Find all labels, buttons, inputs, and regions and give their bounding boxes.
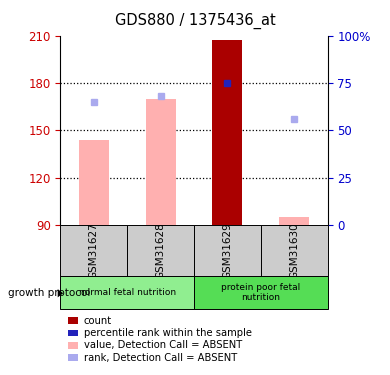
Text: protein poor fetal
nutrition: protein poor fetal nutrition bbox=[221, 283, 300, 302]
Bar bbox=[279, 217, 309, 225]
Text: value, Detection Call = ABSENT: value, Detection Call = ABSENT bbox=[84, 340, 242, 350]
Text: GSM31627: GSM31627 bbox=[89, 222, 99, 279]
Bar bbox=[213, 40, 243, 225]
Bar bbox=[60, 276, 194, 309]
Bar bbox=[79, 140, 109, 225]
Bar bbox=[127, 225, 194, 276]
Text: GDS880 / 1375436_at: GDS880 / 1375436_at bbox=[115, 13, 275, 29]
Text: growth protocol: growth protocol bbox=[8, 288, 90, 298]
Text: count: count bbox=[84, 316, 112, 326]
Polygon shape bbox=[58, 289, 63, 297]
Text: GSM31629: GSM31629 bbox=[222, 222, 232, 279]
Text: GSM31628: GSM31628 bbox=[156, 222, 166, 279]
Bar bbox=[194, 225, 261, 276]
Text: GSM31630: GSM31630 bbox=[289, 222, 299, 279]
Bar bbox=[261, 225, 328, 276]
Bar bbox=[194, 276, 328, 309]
Text: percentile rank within the sample: percentile rank within the sample bbox=[84, 328, 252, 338]
Bar bbox=[145, 99, 176, 225]
Text: rank, Detection Call = ABSENT: rank, Detection Call = ABSENT bbox=[84, 353, 237, 363]
Text: normal fetal nutrition: normal fetal nutrition bbox=[79, 288, 176, 297]
Bar bbox=[60, 225, 127, 276]
